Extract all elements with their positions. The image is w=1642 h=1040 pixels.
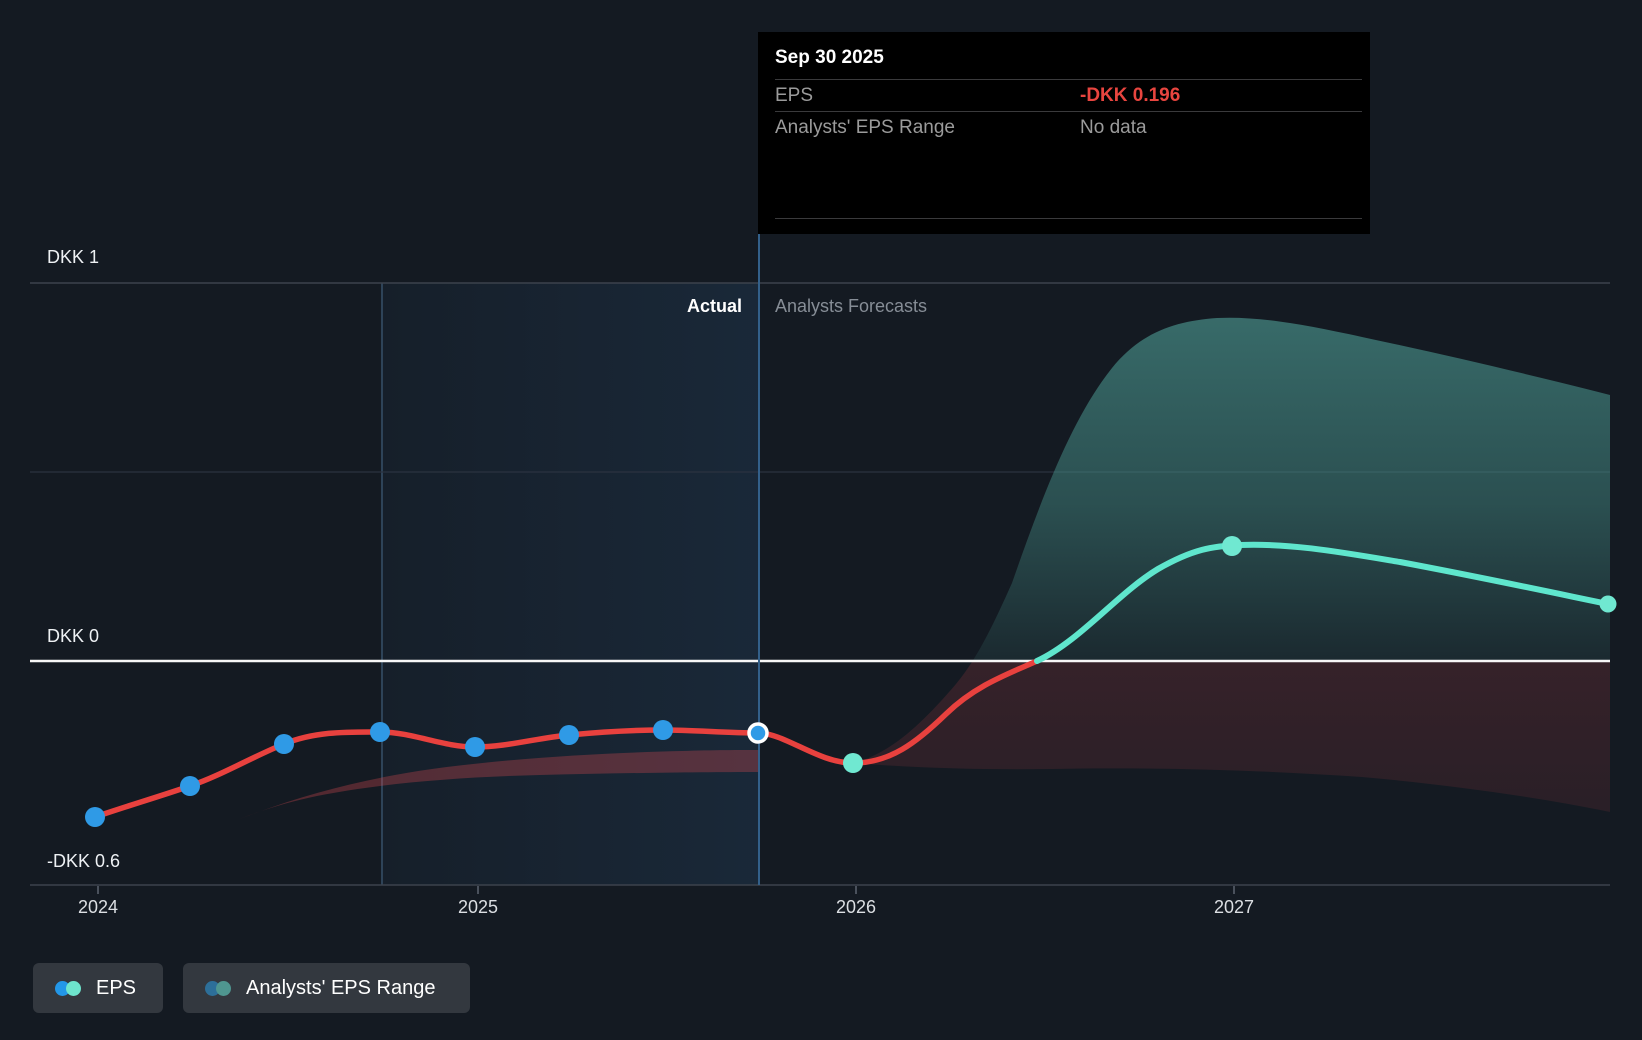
point-2025-q1[interactable] [559,725,579,745]
range-legend-teal-dot-icon [216,980,231,996]
tooltip-row-eps: EPS -DKK 0.196 [775,79,1362,111]
tooltip-eps-label: EPS [775,84,814,106]
tooltip-range-label: Analysts' EPS Range [775,116,955,138]
eps-actual-line [92,727,761,820]
point-2023-q4[interactable] [85,807,105,827]
point-2025-q3-selected[interactable] [747,722,769,744]
point-2026-q4-forecast[interactable] [1222,536,1242,556]
eps-actual-points[interactable] [85,720,673,827]
x-axis-label-2024: 2024 [77,897,119,917]
point-2025-q4-forecast[interactable] [843,753,863,773]
x-axis-label-2027: 2027 [1213,897,1255,917]
tooltip-row-range: Analysts' EPS Range No data [775,111,1362,143]
point-2024-q1[interactable] [180,776,200,796]
y-axis-label-dkk-1: DKK 1 [47,247,100,267]
eps-forecast-points[interactable] [843,536,1617,773]
x-axis-label-2026: 2026 [835,897,877,917]
point-2024-q4[interactable] [465,737,485,757]
legend-eps-label: EPS [96,976,137,999]
data-tooltip: Sep 30 2025 EPS -DKK 0.196 Analysts' EPS… [758,32,1370,234]
x-axis-ticks [97,886,1235,894]
eps-forecast-line-positive [1034,541,1611,664]
point-2024-q3[interactable] [370,722,390,742]
eps-legend-teal-dot-icon [66,980,81,996]
forecast-phase-label: Analysts Forecasts [775,296,928,316]
y-axis-label-dkk-0: DKK 0 [47,626,100,646]
legend-range-label: Analysts' EPS Range [246,976,436,999]
eps-forecast-line-negative [755,658,1040,766]
y-axis-label-dkk-neg: -DKK 0.6 [47,851,121,871]
point-2025-q2[interactable] [653,720,673,740]
point-2024-q2[interactable] [274,734,294,754]
x-axis-label-2025: 2025 [457,897,499,917]
actual-period-highlight-band [381,283,759,885]
tooltip-bottom-separator [775,218,1362,219]
point-2027-q4-forecast[interactable] [1599,595,1617,613]
legend-item-analysts-eps-range[interactable]: Analysts' EPS Range [183,963,470,1013]
forecast-eps-range-band [853,317,1610,812]
legend-item-eps[interactable]: EPS [33,963,163,1013]
historical-eps-range-band [232,750,758,822]
tooltip-range-value: No data [1080,116,1147,138]
actual-phase-label: Actual [686,296,742,316]
tooltip-eps-value: -DKK 0.196 [1080,84,1181,106]
tooltip-date-title: Sep 30 2025 [775,47,884,68]
